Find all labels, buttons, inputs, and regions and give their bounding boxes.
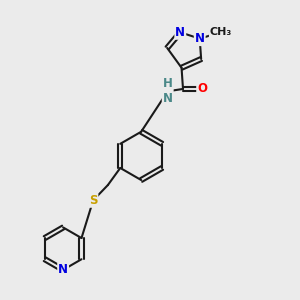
Text: O: O xyxy=(197,82,207,95)
Text: CH₃: CH₃ xyxy=(210,27,232,37)
Text: S: S xyxy=(89,194,98,207)
Text: N: N xyxy=(175,26,185,39)
Text: N: N xyxy=(58,263,68,276)
Text: H
N: H N xyxy=(163,77,173,105)
Text: N: N xyxy=(195,32,205,45)
